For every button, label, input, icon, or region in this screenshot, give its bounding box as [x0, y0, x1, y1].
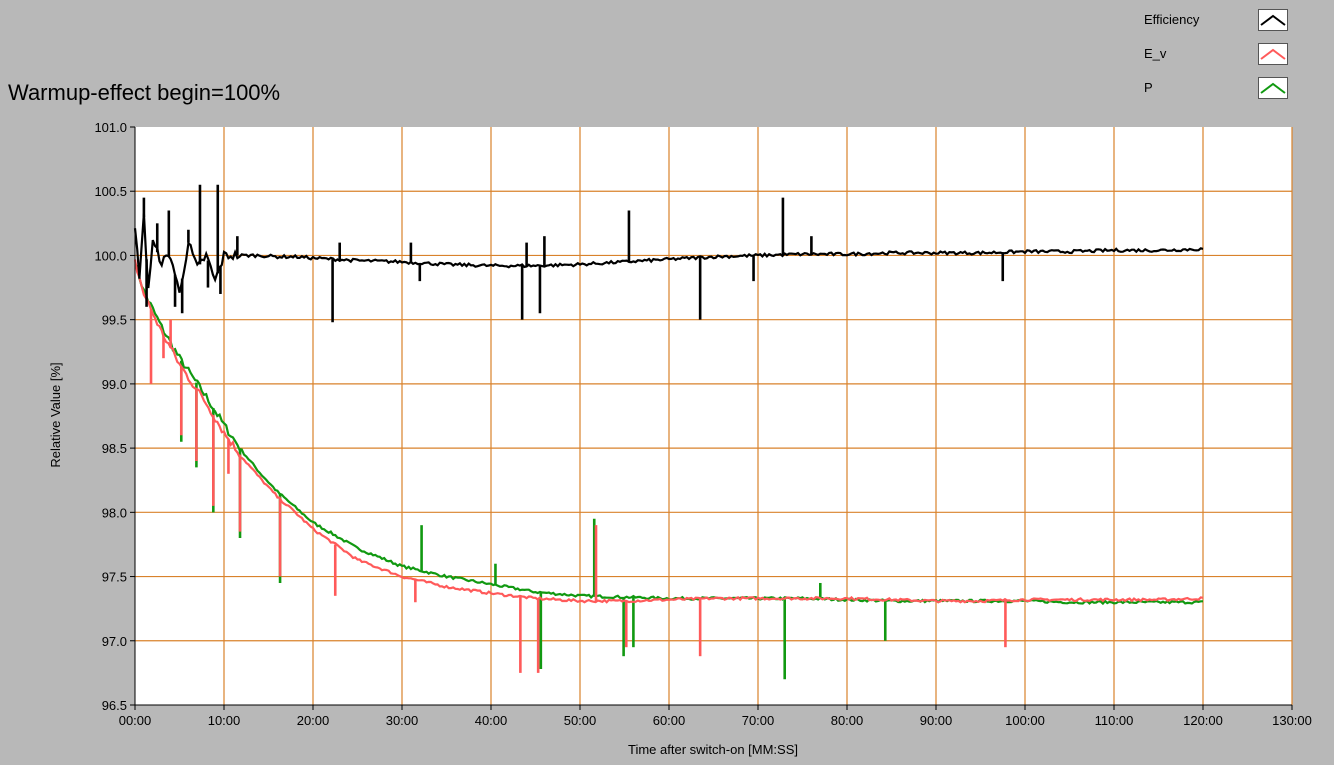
x-axis-title: Time after switch-on [MM:SS] — [628, 742, 798, 757]
y-tick-label: 98.5 — [102, 441, 127, 456]
legend-item-efficiency[interactable]: Efficiency — [1130, 6, 1334, 36]
plot-area — [135, 127, 1292, 705]
y-tick-label: 99.5 — [102, 313, 127, 328]
legend: Efficiency E_v P — [1130, 4, 1334, 104]
x-tick-label: 30:00 — [386, 713, 419, 728]
x-tick-label: 90:00 — [920, 713, 953, 728]
grid — [135, 127, 1293, 705]
legend-swatch-p[interactable] — [1258, 77, 1288, 99]
y-tick-label: 97.5 — [102, 570, 127, 585]
series-line-efficiency — [133, 213, 1204, 293]
y-tick-label: 100.0 — [94, 248, 127, 263]
y-tick-label: 96.5 — [102, 698, 127, 713]
x-tick-label: 100:00 — [1005, 713, 1045, 728]
legend-swatch-line-icon — [1260, 14, 1286, 26]
legend-label-e-v: E_v — [1144, 46, 1167, 61]
x-tick-label: 40:00 — [475, 713, 508, 728]
x-tick-label: 10:00 — [208, 713, 241, 728]
series-layer — [133, 184, 1204, 680]
legend-swatch-e-v[interactable] — [1258, 43, 1288, 65]
y-tick-label: 97.0 — [102, 634, 127, 649]
x-tick-label: 60:00 — [653, 713, 686, 728]
legend-label-efficiency: Efficiency — [1144, 12, 1200, 27]
legend-swatch-efficiency[interactable] — [1258, 9, 1288, 31]
y-tick-label: 98.0 — [102, 505, 127, 520]
x-tick-label: 20:00 — [297, 713, 330, 728]
axes: 00:00 10:00 20:00 30:00 40:00 50:00 60:00 70:00… — [94, 120, 1311, 728]
legend-swatch-line-icon — [1260, 82, 1286, 94]
x-tick-label: 70:00 — [742, 713, 775, 728]
chart-title: Warmup-effect begin=100% — [8, 80, 281, 105]
x-tick-label: 80:00 — [831, 713, 864, 728]
x-tick-label: 50:00 — [564, 713, 597, 728]
legend-swatch-line-icon — [1260, 48, 1286, 60]
legend-label-p: P — [1144, 80, 1153, 95]
x-tick-label: 120:00 — [1183, 713, 1223, 728]
legend-item-p[interactable]: P — [1130, 74, 1334, 104]
x-tick-label: 00:00 — [119, 713, 152, 728]
y-tick-label: 101.0 — [94, 120, 127, 135]
y-tick-label: 100.5 — [94, 184, 127, 199]
x-tick-label: 110:00 — [1095, 713, 1134, 728]
legend-item-e-v[interactable]: E_v — [1130, 40, 1334, 70]
x-tick-label: 130:00 — [1272, 713, 1312, 728]
series-line-e-v — [133, 259, 1204, 604]
y-axis-title: Relative Value [%] — [48, 362, 63, 467]
y-tick-label: 99.0 — [102, 377, 127, 392]
